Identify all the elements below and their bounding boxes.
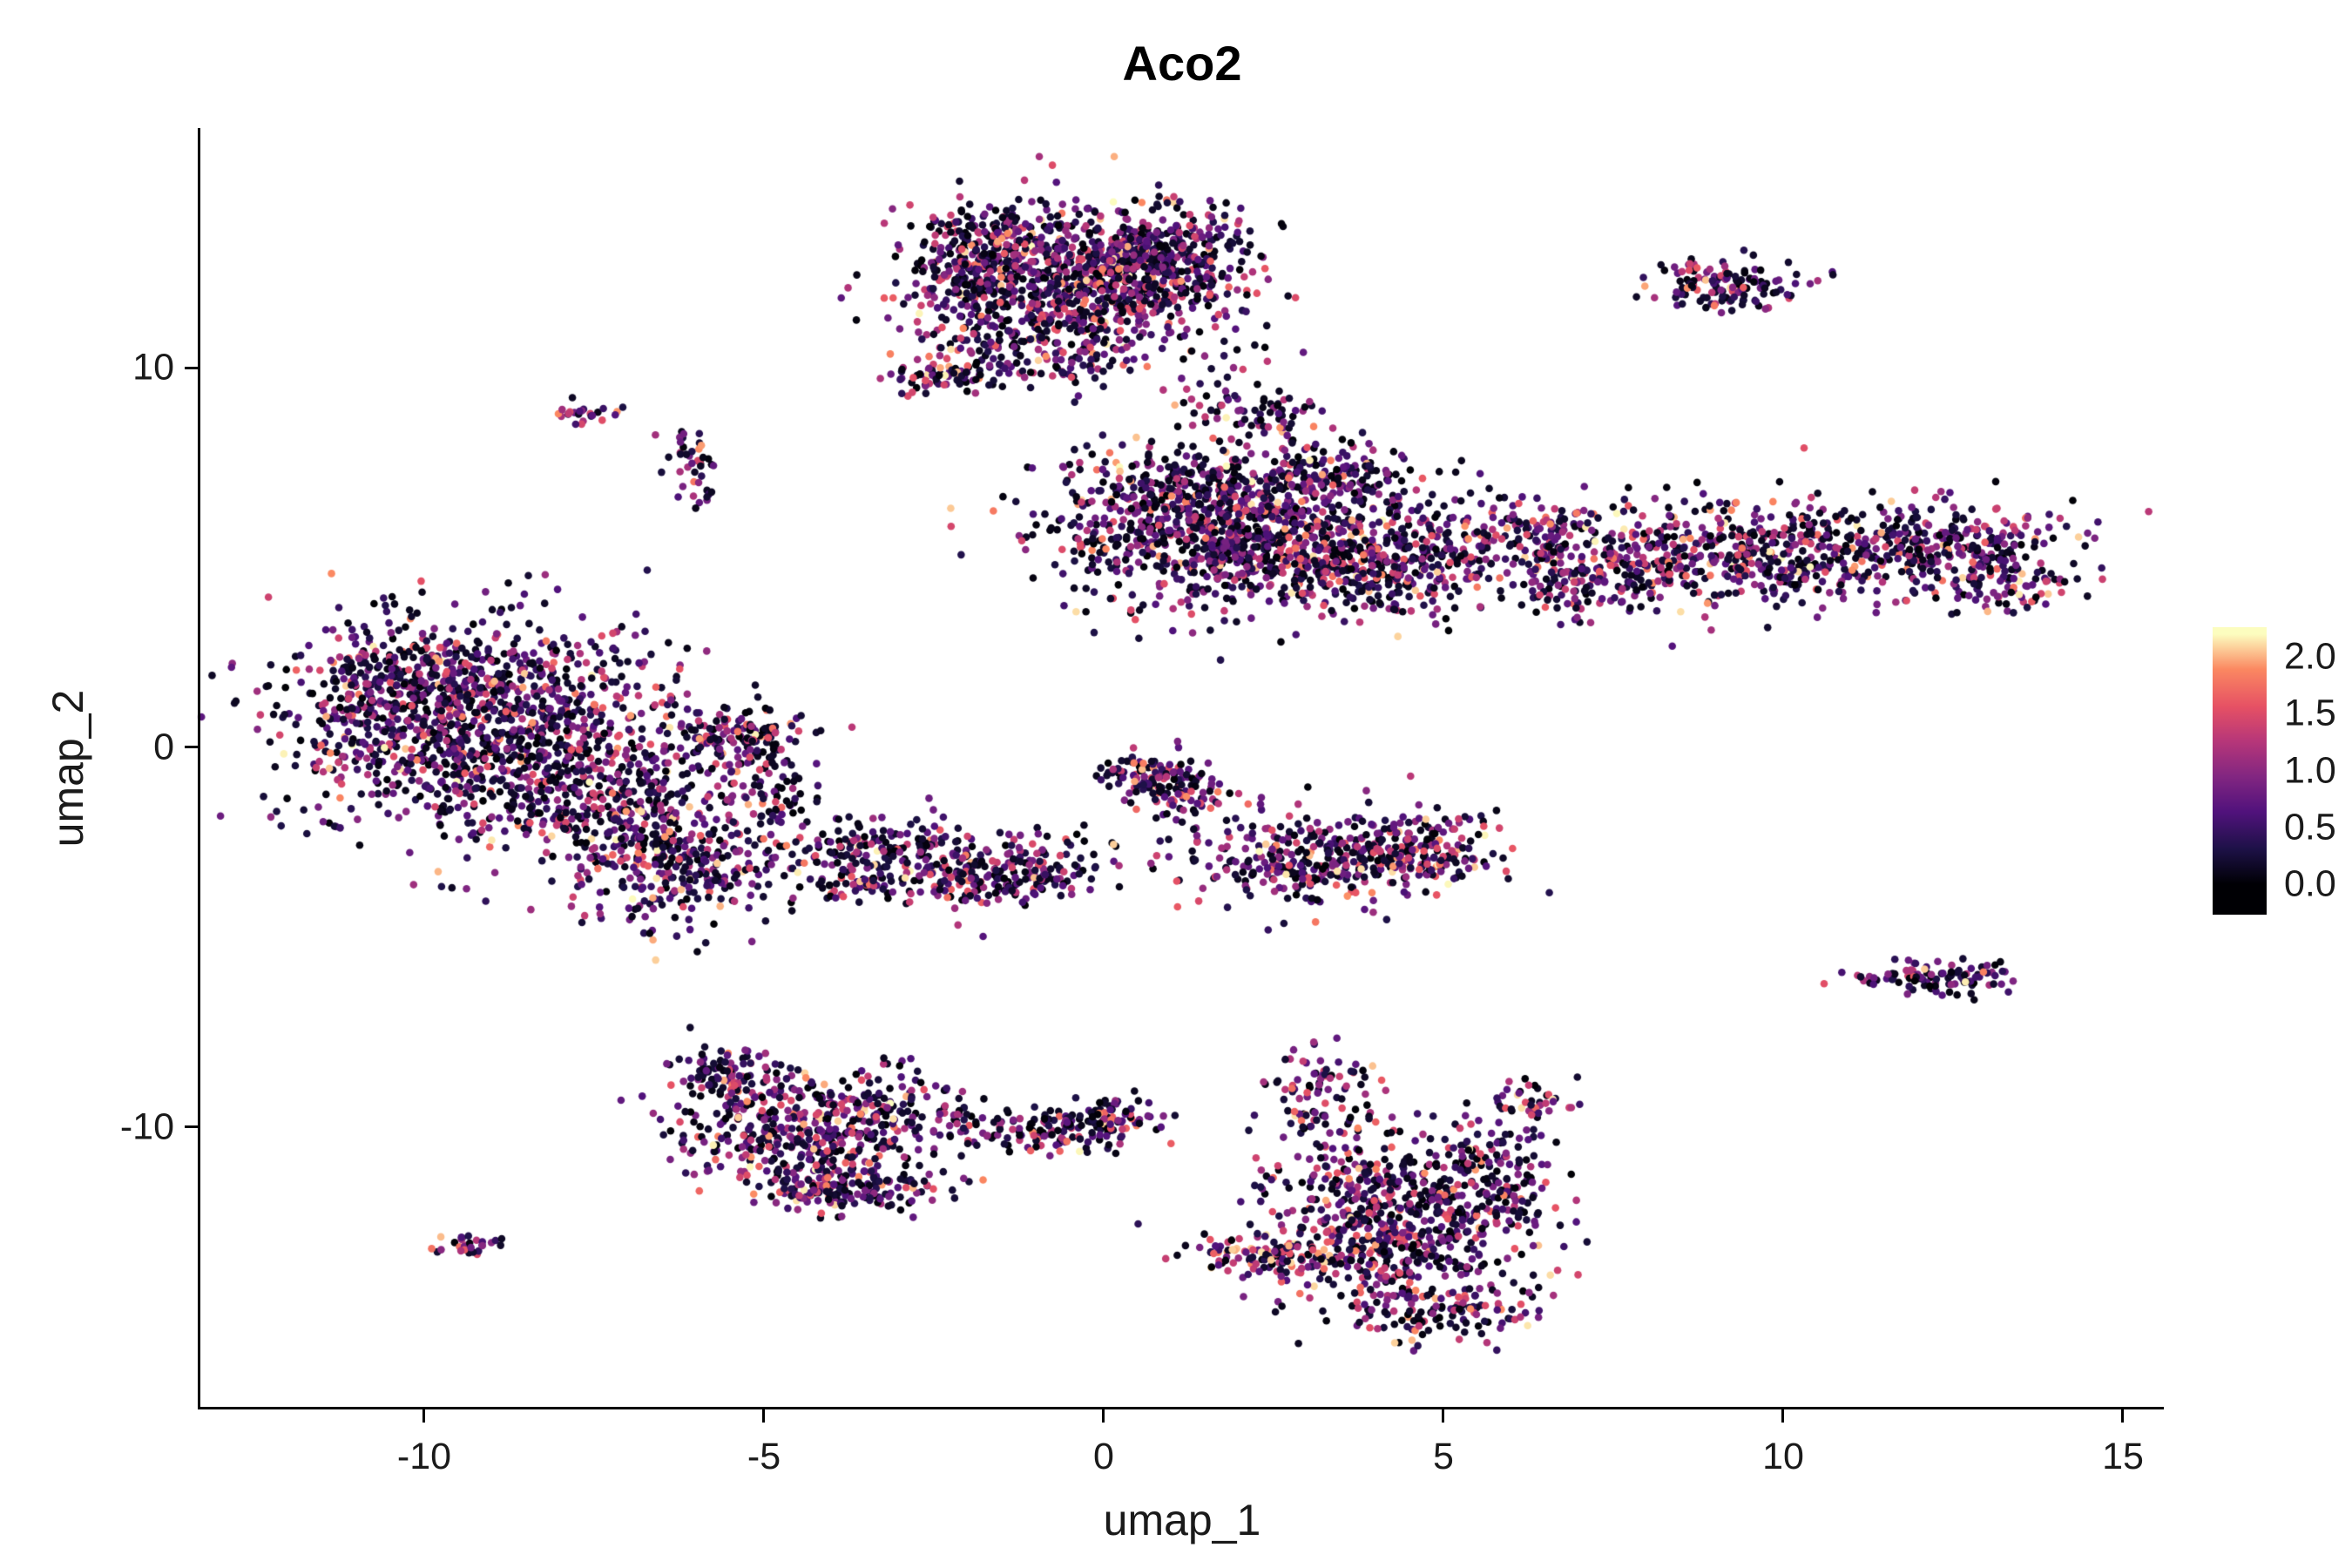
colorbar-gradient <box>2213 627 2267 915</box>
y-axis-tick <box>185 367 198 369</box>
x-axis-tick <box>1102 1409 1105 1423</box>
y-axis-tick <box>185 1125 198 1128</box>
colorbar-tick-label: 1.0 <box>2284 749 2336 792</box>
x-axis-tick <box>1781 1409 1784 1423</box>
x-axis-tick <box>422 1409 425 1423</box>
colorbar-tick-label: 0.5 <box>2284 806 2336 848</box>
x-tick-label: -5 <box>747 1436 781 1477</box>
colorbar-tick-label: 2.0 <box>2284 635 2336 678</box>
x-axis-line <box>198 1407 2164 1409</box>
x-tick-label: 5 <box>1433 1436 1454 1477</box>
colorbar-tick-label: 1.5 <box>2284 692 2336 734</box>
x-tick-label: 15 <box>2102 1436 2144 1477</box>
x-tick-label: 0 <box>1093 1436 1114 1477</box>
plot-title: Aco2 <box>1122 36 1242 91</box>
y-axis-title: umap_2 <box>44 689 92 848</box>
y-axis-line <box>198 128 200 1409</box>
y-tick-label: -10 <box>119 1105 174 1148</box>
colorbar-tick-label: 0.0 <box>2284 862 2336 905</box>
x-axis-tick <box>2121 1409 2124 1423</box>
y-tick-label: 0 <box>153 726 174 768</box>
y-axis-tick <box>185 746 198 748</box>
x-tick-label: 10 <box>1762 1436 1804 1477</box>
x-axis-tick <box>762 1409 765 1423</box>
x-axis-tick <box>1442 1409 1444 1423</box>
x-axis-title: umap_1 <box>1103 1496 1261 1544</box>
x-tick-label: -10 <box>396 1436 452 1477</box>
y-tick-label: 10 <box>132 346 174 389</box>
